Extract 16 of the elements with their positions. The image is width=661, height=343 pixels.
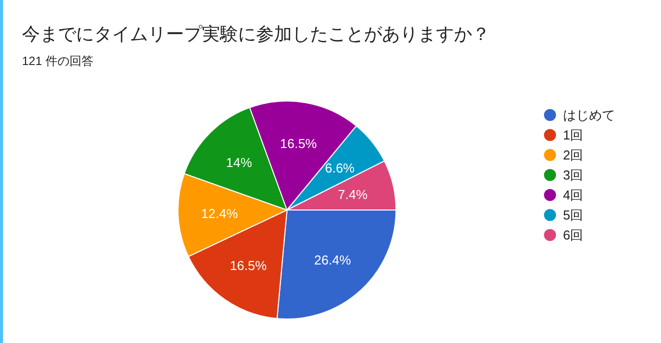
legend-label: はじめて: [563, 108, 615, 123]
data-label: 7.4%: [338, 186, 368, 202]
data-label: 6.6%: [324, 160, 356, 176]
text: 121 件の回答: [22, 54, 94, 68]
legend-label: 1回: [563, 128, 584, 143]
data-label: 16.5%: [280, 136, 318, 151]
chart-title: 今までにタイムリープ実験に参加したことがありますか？: [22, 24, 490, 44]
legend-label: 4回: [563, 188, 584, 203]
data-label: 26.4%: [314, 252, 352, 268]
data-label: 12.4%: [201, 206, 238, 221]
legend-label: 2回: [563, 148, 584, 163]
data-label: 16.5%: [230, 258, 268, 273]
legend-label: 5回: [563, 208, 584, 223]
legend-label: 6回: [563, 228, 584, 243]
legend-label: 3回: [563, 168, 584, 183]
data-label: 14%: [226, 154, 252, 170]
